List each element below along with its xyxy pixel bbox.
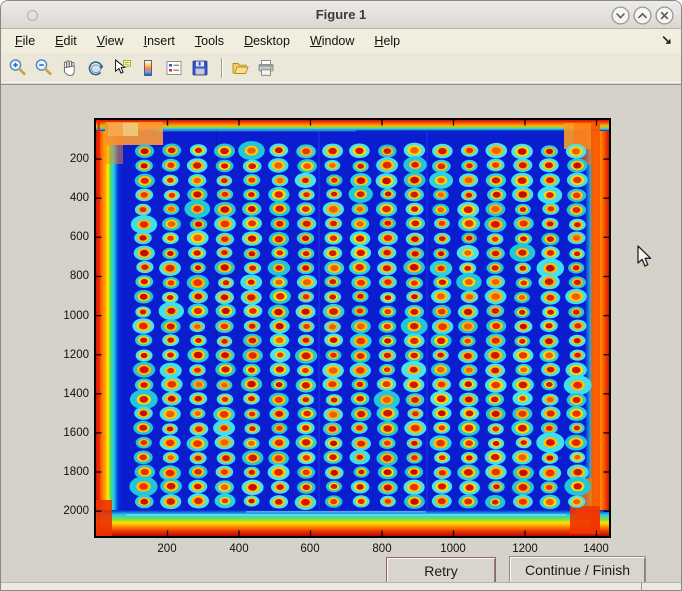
menu-item-edit[interactable]: Edit <box>55 34 77 48</box>
menu-bar-items: File Edit View Insert Tools Desktop Window Help <box>5 31 410 51</box>
window-menu-icon[interactable] <box>27 10 38 21</box>
insert-colorbar-button[interactable] <box>135 56 161 80</box>
pan-icon <box>63 59 75 76</box>
y-tick-label: 1000 <box>63 310 89 322</box>
dock-figure-icon[interactable]: ↘ <box>661 32 672 47</box>
minimize-button[interactable] <box>611 6 630 25</box>
y-tick-label: 400 <box>69 192 89 204</box>
save-figure-icon <box>192 60 208 75</box>
save-figure-button[interactable] <box>187 56 213 80</box>
zoom-out-button[interactable] <box>31 56 57 80</box>
retry-button[interactable]: Retry <box>386 557 496 584</box>
y-tick-label: 1800 <box>63 466 89 478</box>
x-tick-label: 800 <box>372 543 392 555</box>
window-title: Figure 1 <box>315 7 367 22</box>
x-tick-label: 400 <box>229 543 249 555</box>
rotate-3d-icon <box>88 60 104 75</box>
figure-toolbar <box>1 53 681 83</box>
menu-item-window[interactable]: Window <box>309 34 355 48</box>
close-button[interactable] <box>655 6 674 25</box>
maximize-button[interactable] <box>633 6 652 25</box>
window-controls <box>611 6 674 25</box>
data-cursor-icon <box>115 58 131 74</box>
figure-canvas: 200 400 600 800 1000 1200 1400 1600 1800 2000 200 4… <box>1 85 681 590</box>
y-tick-label: 1400 <box>63 388 89 400</box>
menu-item-file[interactable]: File <box>15 34 36 48</box>
y-tick-label: 1200 <box>63 349 89 361</box>
x-tick-label: 1200 <box>512 543 538 555</box>
zoom-in-button[interactable] <box>5 56 31 80</box>
y-tick-label: 200 <box>69 153 89 165</box>
x-tick-label: 1400 <box>583 543 609 555</box>
open-file-icon <box>232 62 249 74</box>
print-figure-button[interactable] <box>253 56 279 80</box>
data-cursor-button[interactable] <box>109 56 135 80</box>
menu-bar: File Edit View Insert Tools Desktop Window Help… <box>1 29 681 53</box>
y-tick-label: 2000 <box>63 505 89 517</box>
toolbar-divider <box>1 84 681 85</box>
x-tick-label: 1000 <box>440 543 466 555</box>
zoom-out-icon <box>35 58 52 75</box>
menu-item-desktop[interactable]: Desktop <box>244 34 290 48</box>
mouse-cursor-icon <box>637 245 652 267</box>
print-figure-icon <box>258 59 274 76</box>
menu-item-insert[interactable]: Insert <box>143 34 175 48</box>
insert-colorbar-icon <box>144 59 152 76</box>
status-bar <box>1 582 681 590</box>
plot-axes <box>94 118 611 538</box>
y-tick-label: 600 <box>69 231 89 243</box>
toolbar-separator <box>221 57 222 78</box>
y-tick-label: 1600 <box>63 427 89 439</box>
pan-button[interactable] <box>57 56 83 80</box>
menu-item-help[interactable]: Help <box>374 34 401 48</box>
y-tick-label: 800 <box>69 270 89 282</box>
title-bar: Figure 1 <box>1 1 681 29</box>
x-tick-label: 600 <box>300 543 320 555</box>
x-tick-label: 200 <box>157 543 177 555</box>
menu-item-tools[interactable]: Tools <box>194 34 225 48</box>
insert-legend-button[interactable] <box>161 56 187 80</box>
insert-legend-icon <box>166 60 182 75</box>
continue-finish-button[interactable]: Continue / Finish <box>509 556 646 584</box>
heatmap-image <box>96 120 609 536</box>
zoom-in-icon <box>9 58 26 75</box>
rotate-3d-button[interactable] <box>83 56 109 80</box>
open-file-button[interactable] <box>227 56 253 80</box>
menu-item-view[interactable]: View <box>96 34 124 48</box>
status-bar-divider <box>641 583 642 590</box>
